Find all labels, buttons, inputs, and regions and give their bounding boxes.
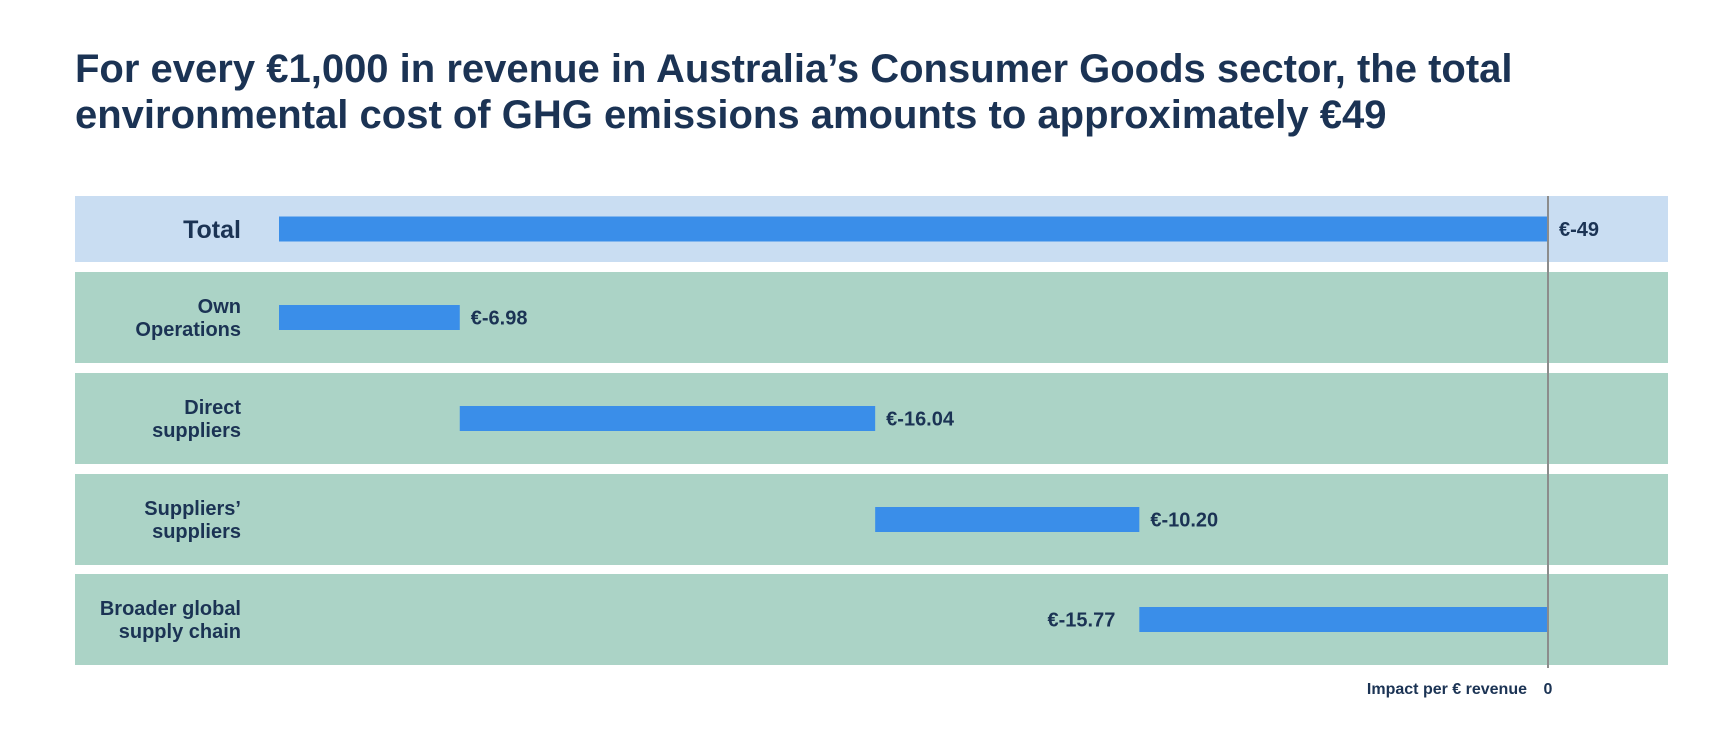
category-label: supply chain: [119, 621, 241, 643]
component-bar: [1139, 607, 1548, 632]
data-label: €-15.77: [1047, 610, 1115, 632]
component-bar: [459, 406, 876, 431]
category-label: suppliers: [152, 521, 241, 543]
component-bar: [875, 507, 1140, 532]
category-label: Total: [183, 216, 241, 244]
data-label: €-10.20: [1150, 510, 1218, 532]
page-title: For every €1,000 in revenue in Australia…: [75, 47, 1513, 137]
data-label: €-6.98: [471, 308, 528, 330]
category-label: Own: [198, 296, 241, 318]
category-label: Operations: [135, 319, 241, 341]
category-label: suppliers: [152, 420, 241, 442]
total-bar: [279, 216, 1548, 242]
category-label: Suppliers’: [144, 498, 241, 520]
data-label: €-49: [1559, 219, 1599, 241]
category-label: Broader global: [100, 598, 241, 620]
component-row-band: [75, 474, 1668, 565]
data-label: €-16.04: [886, 409, 955, 431]
category-label: Direct: [184, 397, 241, 419]
x-axis-label: Impact per € revenue: [1367, 681, 1527, 698]
x-tick-label: 0: [1544, 681, 1553, 698]
component-bar: [279, 305, 460, 330]
